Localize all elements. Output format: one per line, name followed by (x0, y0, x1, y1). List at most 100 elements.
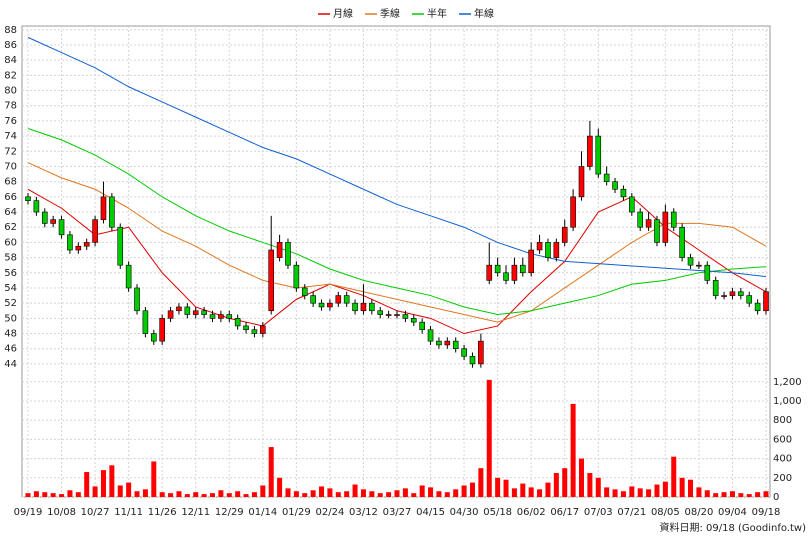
volume-bar (713, 493, 719, 497)
volume-bar (226, 493, 232, 497)
candle-body (327, 302, 333, 308)
x-tick-label: 03/27 (383, 507, 412, 518)
volume-bar (478, 468, 484, 497)
volume-bar (428, 487, 434, 497)
candle-body (679, 226, 685, 258)
volume-bar (495, 477, 501, 497)
candle-body (478, 340, 484, 365)
volume-bar (528, 487, 534, 497)
candle-body (117, 226, 124, 266)
candle-body (109, 196, 115, 228)
volume-bar (511, 488, 517, 497)
x-tick-label: 04/15 (416, 507, 445, 518)
volume-bar (763, 491, 769, 497)
volume-bar (251, 492, 257, 497)
volume-bar (704, 490, 710, 497)
candle-body (75, 245, 82, 251)
candle-body (511, 264, 518, 281)
volume-bar (444, 492, 450, 497)
x-tick-label: 01/14 (248, 507, 277, 518)
volume-bar (755, 492, 761, 497)
candle-body (519, 264, 526, 274)
volume-bar (184, 494, 190, 497)
candle-body (218, 314, 224, 319)
volume-bar (436, 491, 442, 497)
candle-body (234, 318, 241, 327)
volume-bar (302, 493, 308, 497)
volume-bar (503, 479, 509, 497)
y-tick-label: 82 (4, 70, 17, 81)
volume-bar (671, 456, 677, 497)
volume-tick-label: 800 (773, 415, 792, 426)
volume-bar (729, 491, 735, 497)
y-tick-label: 74 (4, 131, 17, 142)
candle-body (612, 181, 618, 190)
volume-bar (243, 494, 249, 497)
candle-body (587, 135, 593, 167)
volume-bar (688, 479, 694, 497)
volume-bar (562, 468, 568, 497)
volume-bar (159, 492, 165, 497)
y-tick-label: 78 (4, 101, 17, 112)
candle-body (142, 310, 149, 334)
volume-tick-label: 0 (773, 492, 779, 503)
x-tick-label: 10/08 (47, 507, 76, 518)
candle-body (92, 219, 98, 243)
candle-body (746, 295, 753, 304)
y-tick-label: 64 (4, 207, 17, 218)
candle-body (503, 272, 509, 281)
volume-bar (126, 482, 132, 497)
candle-body (637, 211, 644, 228)
y-tick-label: 46 (4, 344, 17, 355)
candle-body (494, 264, 501, 274)
legend-label: 月線 (333, 7, 353, 20)
candle-body (377, 310, 384, 315)
x-tick-label: 09/18 (752, 507, 781, 518)
volume-bar (369, 491, 375, 497)
candle-body (662, 211, 669, 243)
ma-line (27, 36, 767, 278)
volume-bar (360, 489, 366, 497)
volume-bar (201, 494, 207, 497)
candle-body (243, 325, 249, 331)
candle-body (343, 295, 350, 304)
y-tick-label: 58 (4, 253, 17, 264)
candle-body (360, 302, 367, 312)
y-tick-label: 54 (4, 283, 17, 294)
candle-body (134, 287, 140, 312)
volume-bar (646, 489, 652, 497)
candle-body (738, 291, 744, 296)
volume-bar (285, 488, 291, 497)
candle-body (201, 310, 207, 315)
candle-body (100, 196, 107, 220)
volume-tick-label: 400 (773, 454, 792, 465)
candle-body (50, 219, 56, 224)
candle-body (545, 242, 551, 258)
candle-body (729, 291, 736, 296)
candle-body (696, 264, 702, 267)
y-tick-label: 70 (4, 161, 17, 172)
candle-body (318, 302, 325, 308)
volume-bar (142, 489, 148, 497)
volume-bar (469, 482, 475, 497)
volume-bar (134, 491, 140, 497)
y-tick-label: 84 (4, 55, 17, 66)
volume-bar (260, 485, 266, 497)
candle-body (469, 356, 476, 365)
volume-bar (402, 488, 408, 497)
ma-line (27, 128, 767, 316)
volume-bar (537, 489, 543, 497)
candle-body (352, 302, 358, 312)
volume-bar (738, 493, 744, 497)
x-tick-label: 06/17 (550, 507, 579, 518)
x-tick-label: 02/24 (315, 507, 344, 518)
candle-body (528, 249, 534, 274)
candle-body (394, 314, 400, 316)
x-tick-label: 08/05 (651, 507, 680, 518)
volume-bar (419, 485, 425, 497)
candle-body (335, 295, 342, 304)
legend-label: 季線 (380, 7, 400, 20)
candle-body (629, 196, 635, 213)
y-tick-label: 52 (4, 298, 17, 309)
candle-body (301, 287, 308, 296)
